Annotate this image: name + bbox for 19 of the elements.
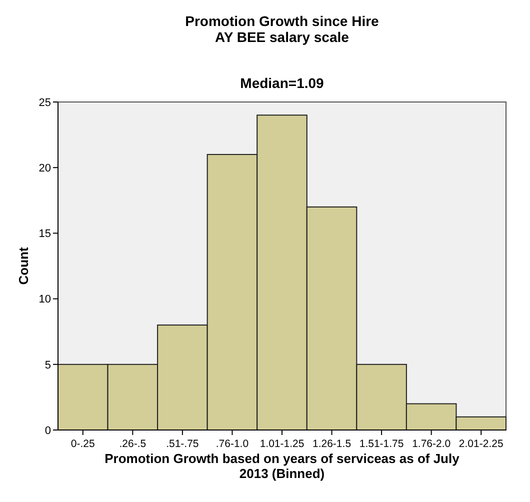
y-tick-label: 10 <box>38 294 51 306</box>
x-tick-label: .51-.75 <box>166 438 199 450</box>
y-tick-label: 20 <box>38 162 51 174</box>
x-tick-label: 1.01-1.25 <box>260 438 304 450</box>
x-tick-label: .26-.5 <box>119 438 146 450</box>
y-tick-label: 15 <box>38 228 51 240</box>
x-tick-label: 1.76-2.0 <box>412 438 451 450</box>
chart-title: Promotion Growth since Hire AY BEE salary scale <box>185 13 380 45</box>
chart-subtitle: Median=1.09 <box>240 75 324 91</box>
x-tick-label: 1.26-1.5 <box>312 438 352 450</box>
y-tick-label: 25 <box>38 96 51 109</box>
x-tick-label: .76-1.0 <box>216 438 249 450</box>
x-tick-label: 1.51-1.75 <box>359 438 404 450</box>
y-tick-label: 5 <box>44 359 51 372</box>
x-axis-title: Promotion Growth based on years of serviceas as of July 2013 (Binned) <box>104 451 460 481</box>
y-axis-title: Count <box>16 246 31 285</box>
x-tick-label: 0-.25 <box>70 438 96 450</box>
y-tick-label: 0 <box>44 424 51 437</box>
x-tick-label: 2.01-2.25 <box>458 438 504 450</box>
